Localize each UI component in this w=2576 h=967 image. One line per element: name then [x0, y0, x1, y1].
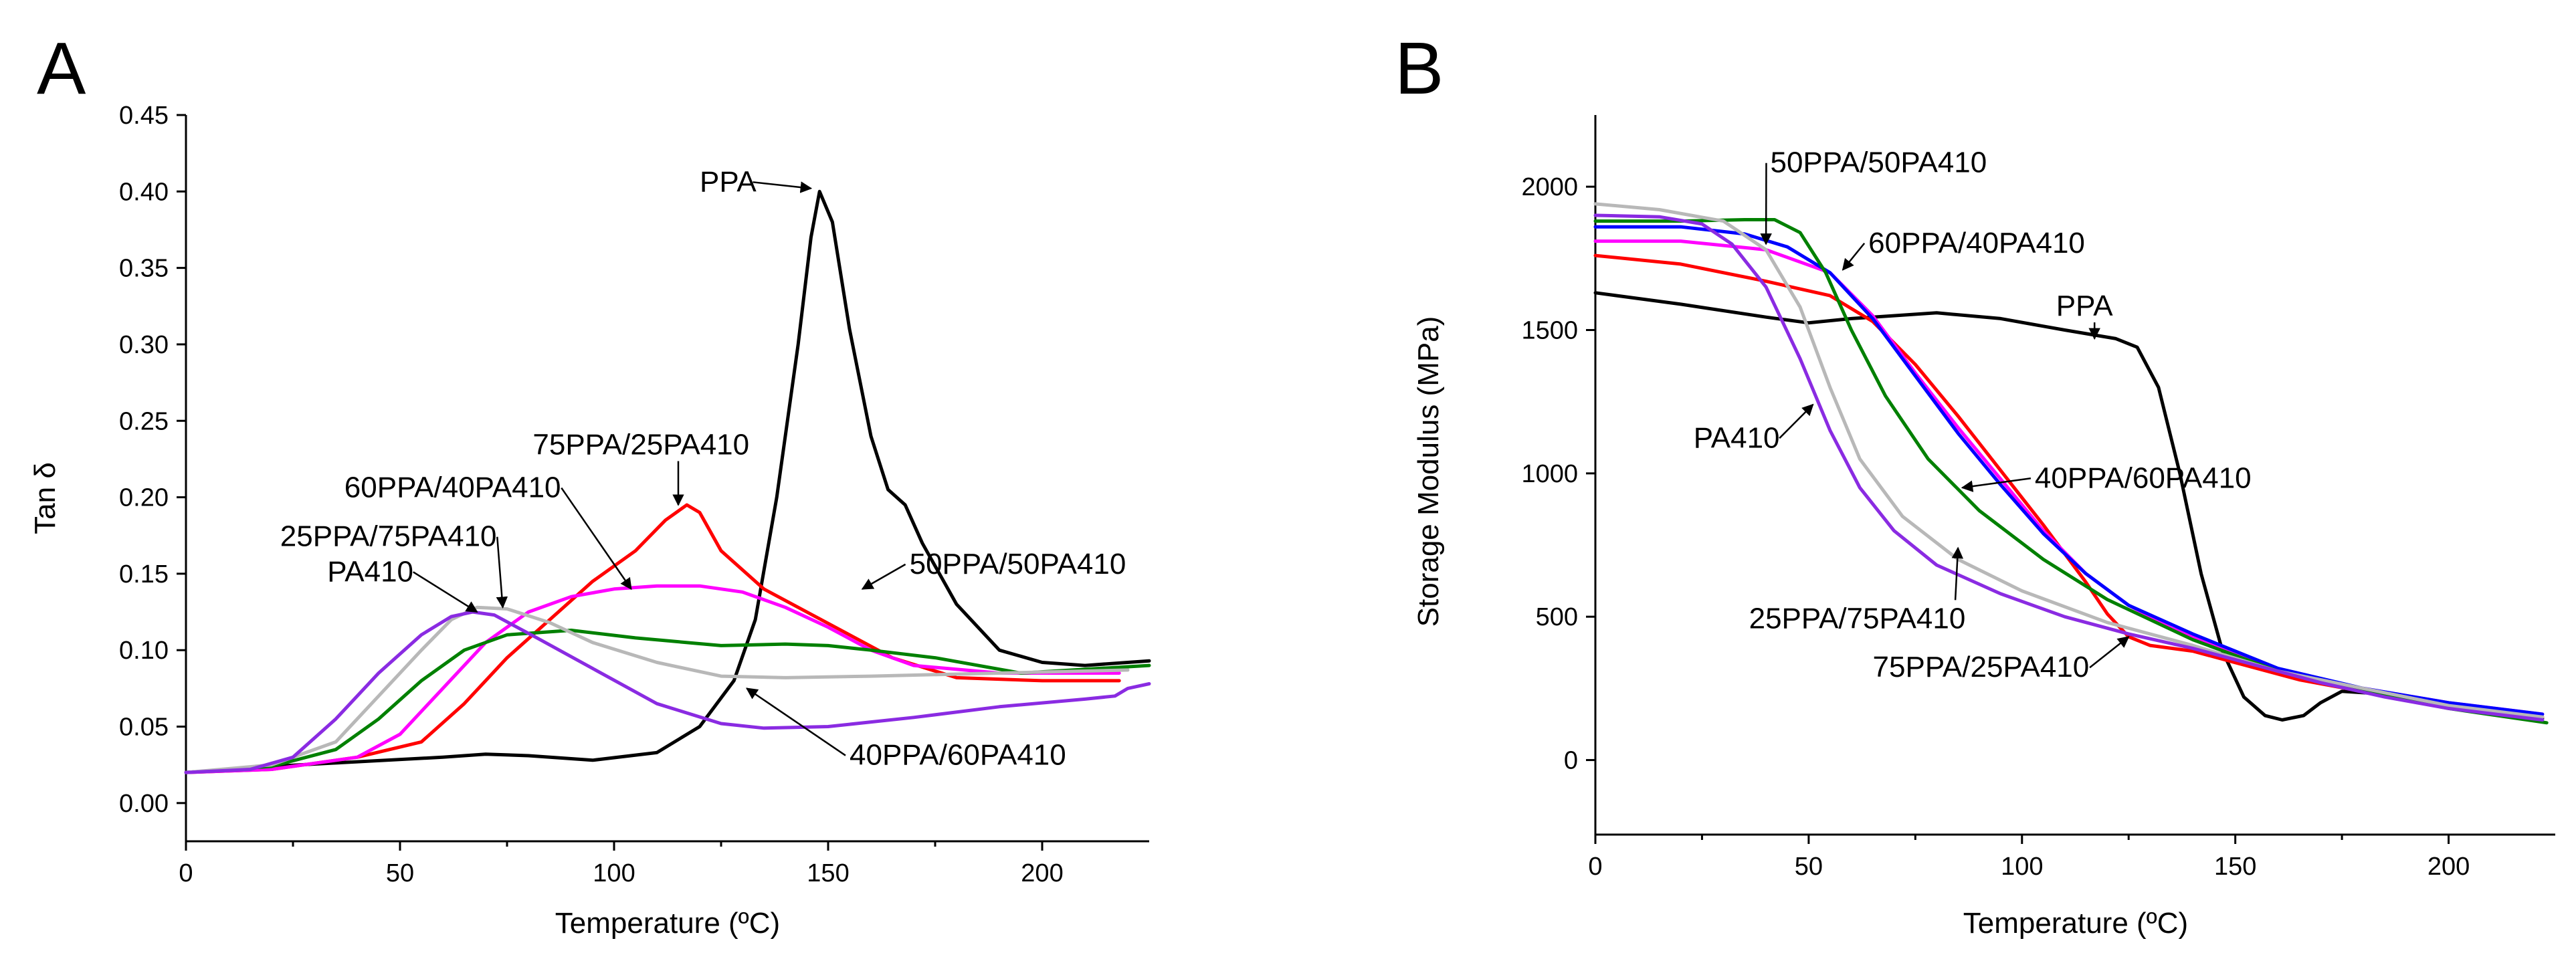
panel-a-y-tick-label: 0.10 — [119, 637, 169, 665]
panel-a-annotation-60ppa-40pa410: 60PPA/40PA410 — [344, 471, 561, 504]
panel-b-x-tick-label: 0 — [1588, 853, 1602, 881]
panel-b-annotation-arrow — [2089, 636, 2130, 669]
panel-a-plot-area: 0 50 100 150 200 0.00 0.05 0.10 0.15 0.20 0.25 0.30… — [119, 102, 1151, 887]
panel-a-series-pa410 — [184, 610, 1151, 774]
panel-b-y-tick-label: 0 — [1564, 747, 1578, 775]
panel-b-annotation-ppa: PPA — [2056, 290, 2113, 322]
panel-b-annotation-50ppa-50pa410: 50PPA/50PA410 — [1770, 146, 1987, 179]
panel-a-ylabel: Tan δ — [29, 462, 62, 534]
panel-a-series-ppa — [184, 189, 1151, 774]
panel-b-annotation-arrow — [1779, 403, 1814, 439]
panel-a-annotation-arrow — [496, 536, 508, 609]
panel-b-y-tick-label: 2000 — [1521, 173, 1578, 201]
panel-a-annotation-arrow — [861, 563, 906, 590]
panel-b-series-25ppa-75pa410 — [1593, 202, 2545, 719]
panel-b-annotation-75ppa-25pa410: 75PPA/25PA410 — [1873, 651, 2090, 683]
panel-b-x-tick-label: 100 — [2001, 853, 2043, 881]
panel-a-series-25ppa-75pa410 — [184, 605, 1130, 774]
panel-b-annotation-60ppa-40pa410: 60PPA/40PA410 — [1868, 227, 2085, 259]
panel-b-series-75ppa-25pa410 — [1593, 253, 2545, 719]
panel-a-label: A — [37, 27, 86, 110]
panel-a-x-tick-label: 200 — [1021, 859, 1063, 887]
panel-b-series-50ppa-50pa410 — [1593, 225, 2545, 716]
panel-a-annotation-pa410: PA410 — [327, 555, 413, 588]
panel-a-y-tick-label: 0.20 — [119, 484, 169, 512]
panel-b-annotation-40ppa-60pa410: 40PPA/60PA410 — [2035, 461, 2252, 494]
panel-a-y-tick-label: 0.05 — [119, 714, 169, 742]
panel-b-annotation-pa410: PA410 — [1694, 421, 1780, 454]
panel-a-annotation-arrow — [561, 487, 632, 590]
panel-a-x-tick-label: 150 — [807, 859, 849, 887]
panel-b-y-tick-label: 500 — [1536, 603, 1578, 631]
panel-b-x-tick-label: 50 — [1795, 853, 1823, 881]
panel-a-annotation-arrow — [745, 687, 846, 756]
panel-a-y-tick-label: 0.25 — [119, 407, 169, 435]
panel-b-y-tick-label: 1500 — [1521, 317, 1578, 345]
panel-a-series-60ppa-40pa410 — [184, 584, 1121, 774]
panel-a-y-tick-label: 0.00 — [119, 790, 169, 818]
panel-a-annotation-arrow — [413, 571, 478, 613]
panel-b: B Storage Modulus (MPa) Temperature (ºC)… — [1395, 27, 2555, 940]
panel-a-axes — [185, 115, 1149, 843]
panel-b-annotation-arrow — [1842, 242, 1866, 271]
panel-a-annotation-50ppa-50pa410: 50PPA/50PA410 — [910, 548, 1126, 580]
panel-a-xlabel: Temperature (ºC) — [555, 907, 780, 940]
panel-a-x-tick-label: 100 — [593, 859, 635, 887]
panel-b-x-tick-label: 200 — [2428, 853, 2470, 881]
panel-a-annotation-ppa: PPA — [700, 165, 757, 198]
panel-b-annotation-arrow — [1961, 477, 2032, 492]
panel-a-y-tick-label: 0.35 — [119, 255, 169, 283]
panel-b-series-pa410 — [1593, 213, 2545, 722]
panel-b-ylabel: Storage Modulus (MPa) — [1412, 316, 1445, 627]
panel-a-series-40ppa-60pa410 — [184, 629, 1151, 774]
panel-a-x-tick-label: 50 — [386, 859, 414, 887]
panel-a-y-tick-label: 0.45 — [119, 102, 169, 130]
panel-b-y-tick-label: 1000 — [1521, 460, 1578, 488]
panel-b-annotation-arrow — [1951, 546, 1964, 601]
panel-a-y-tick-label: 0.15 — [119, 560, 169, 588]
panel-a: A Tan δ Temperature (ºC) 0 50 100 150 200 0.0… — [29, 27, 1151, 940]
panel-b-xlabel: Temperature (ºC) — [1963, 907, 2188, 940]
panel-a-y-tick-label: 0.30 — [119, 331, 169, 359]
panel-a-annotation-arrow — [753, 181, 813, 193]
panel-b-x-tick-label: 150 — [2214, 853, 2256, 881]
panel-a-annotation-25ppa-75pa410: 25PPA/75PA410 — [280, 520, 497, 553]
panel-b-label: B — [1395, 27, 1444, 110]
panel-b-plot-area: 0 50 100 150 200050010001500200050PPA/50PA41… — [1521, 115, 2555, 881]
panel-a-y-tick-label: 0.40 — [119, 178, 169, 206]
panel-b-series-ppa — [1593, 291, 2545, 722]
panel-a-x-tick-label: 0 — [179, 859, 193, 887]
panel-a-annotation-75ppa-25pa410: 75PPA/25PA410 — [532, 429, 749, 461]
panel-a-annotation-40ppa-60pa410: 40PPA/60PA410 — [850, 739, 1066, 772]
panel-b-annotation-25ppa-75pa410: 25PPA/75PA410 — [1749, 602, 1966, 635]
